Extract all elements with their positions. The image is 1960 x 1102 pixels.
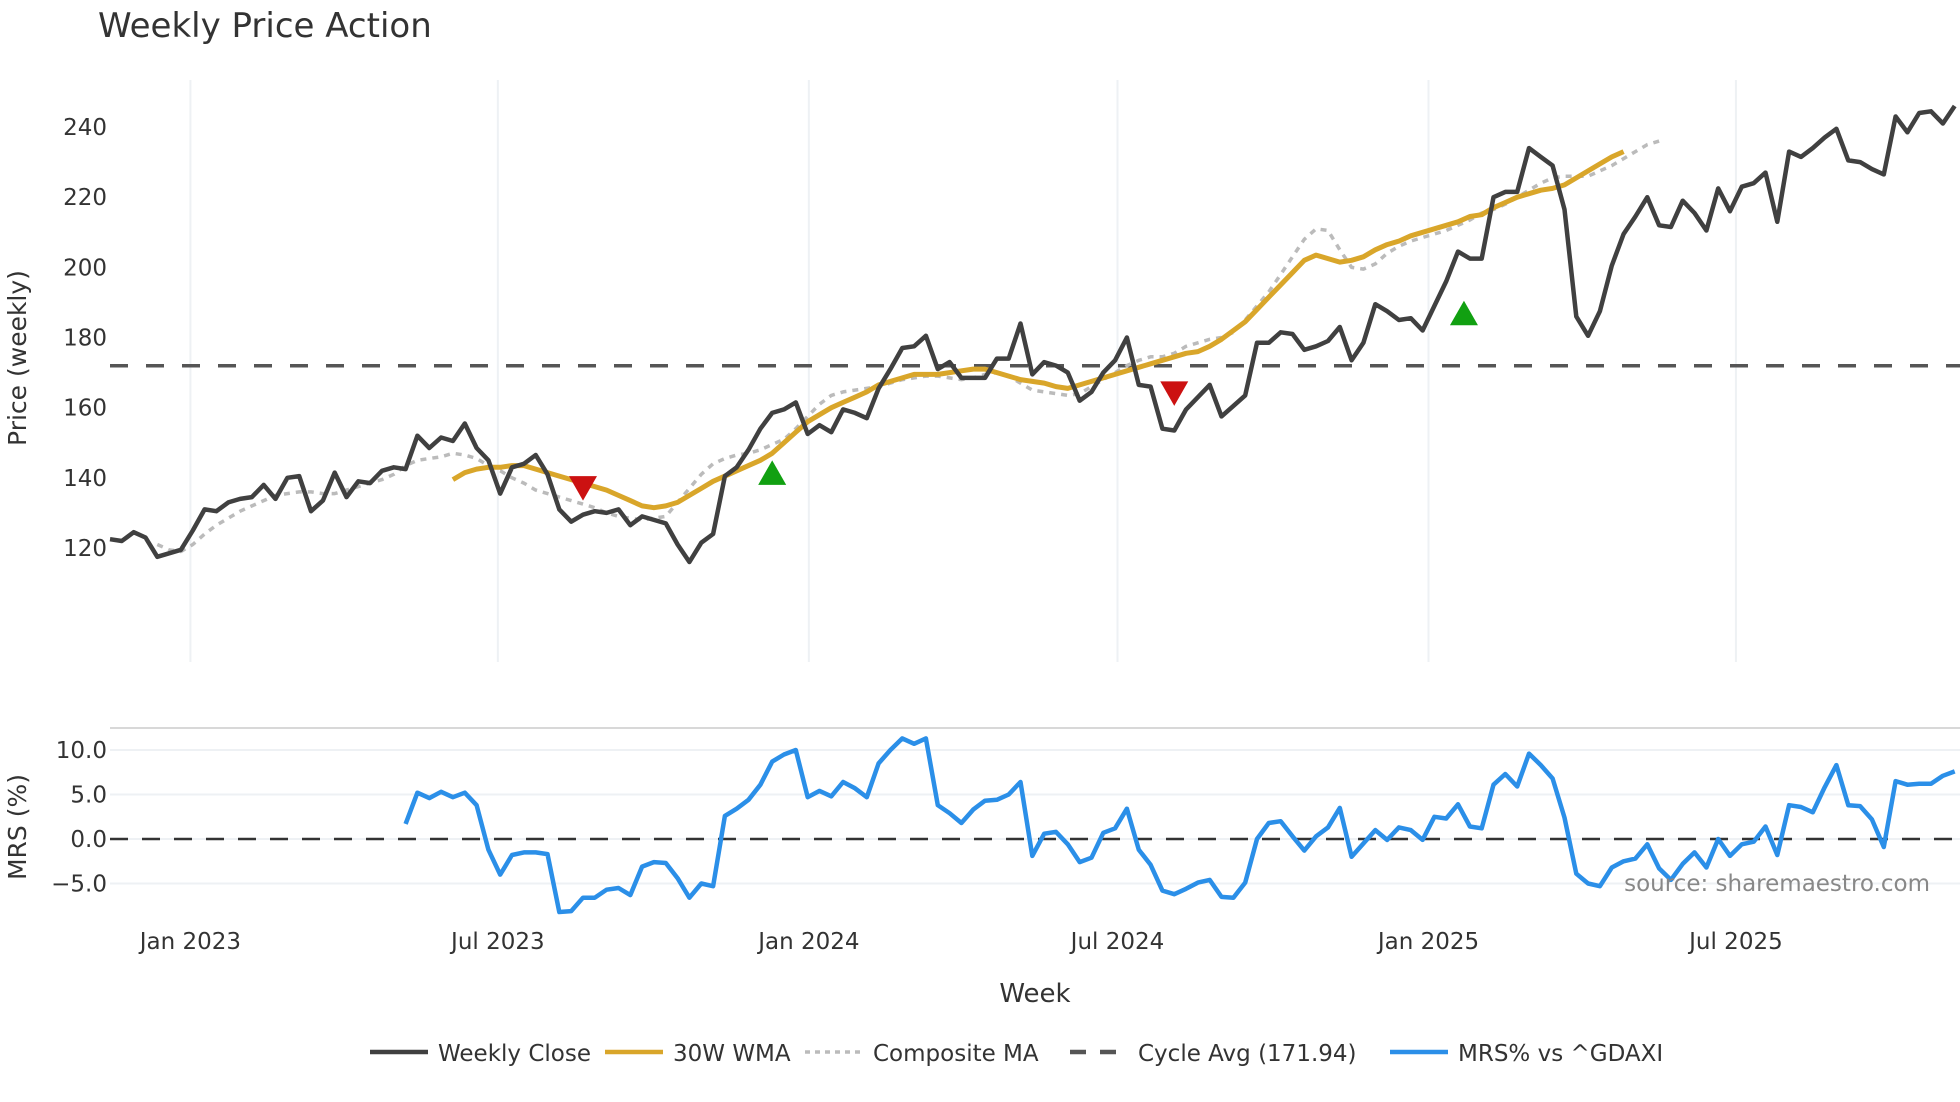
x-tick-label: Jul 2024 xyxy=(1069,929,1165,955)
mrs-y-tick-label: 5.0 xyxy=(70,783,107,809)
legend-label: MRS% vs ^GDAXI xyxy=(1458,1041,1663,1067)
wma-30w-line xyxy=(451,149,1625,511)
mrs-y-tick-label: −5.0 xyxy=(51,872,107,898)
legend-item-mrs: MRS% vs ^GDAXI xyxy=(1390,1041,1663,1067)
legend: Weekly Close 30W WMA Composite MA Cycle Avg… xyxy=(370,1041,1663,1067)
x-axis-label: Week xyxy=(999,979,1070,1009)
price-y-tick-label: 120 xyxy=(63,536,107,562)
mrs-panel: −5.0 0.0 5.0 10.0 MRS (%) source: sharemaes… xyxy=(3,727,1960,915)
buy-signal-triangle-up-icon xyxy=(1449,300,1478,326)
legend-item-cycle: Cycle Avg (171.94) xyxy=(1070,1041,1357,1067)
mrs-y-axis-label: MRS (%) xyxy=(3,774,32,880)
mrs-y-tick-labels: −5.0 0.0 5.0 10.0 xyxy=(51,738,107,898)
chart-title: Weekly Price Action xyxy=(98,6,432,46)
signal-markers xyxy=(569,300,1478,501)
legend-item-wma: 30W WMA xyxy=(605,1041,791,1067)
buy-signal-triangle-up-icon xyxy=(758,460,787,485)
x-tick-labels: Jan 2023 Jul 2023 Jan 2024 Jul 2024 Jan 2025… xyxy=(138,929,1783,955)
mrs-y-tick-label: 0.0 xyxy=(70,827,107,853)
price-y-tick-label: 140 xyxy=(63,466,107,492)
legend-item-close: Weekly Close xyxy=(370,1041,591,1067)
price-panel: 120 140 160 180 200 220 240 Price (weekly) xyxy=(3,80,1960,662)
mrs-line xyxy=(403,736,1956,915)
price-y-tick-label: 160 xyxy=(63,396,107,422)
x-tick-label: Jul 2025 xyxy=(1687,929,1783,955)
x-tick-label: Jan 2024 xyxy=(756,929,859,955)
price-y-tick-label: 180 xyxy=(63,326,107,352)
legend-label: Weekly Close xyxy=(438,1041,591,1067)
legend-label: 30W WMA xyxy=(673,1041,791,1067)
mrs-y-tick-label: 10.0 xyxy=(56,738,107,764)
price-y-axis-label: Price (weekly) xyxy=(3,270,32,446)
legend-label: Composite MA xyxy=(873,1041,1039,1067)
sell-signal-triangle-down-icon xyxy=(569,476,597,501)
legend-item-composite: Composite MA xyxy=(805,1041,1039,1067)
source-watermark: source: sharemaestro.com xyxy=(1624,871,1930,897)
price-y-tick-labels: 120 140 160 180 200 220 240 xyxy=(63,115,107,562)
x-tick-label: Jan 2025 xyxy=(1376,929,1479,955)
price-y-tick-label: 240 xyxy=(63,115,107,141)
weekly-close-line xyxy=(109,104,1957,565)
price-y-tick-label: 220 xyxy=(63,185,107,211)
legend-label: Cycle Avg (171.94) xyxy=(1138,1041,1357,1067)
price-y-tick-label: 200 xyxy=(63,255,107,281)
sell-signal-triangle-down-icon xyxy=(1160,381,1189,406)
x-tick-label: Jul 2023 xyxy=(449,929,545,955)
x-tick-label: Jan 2023 xyxy=(138,929,241,955)
